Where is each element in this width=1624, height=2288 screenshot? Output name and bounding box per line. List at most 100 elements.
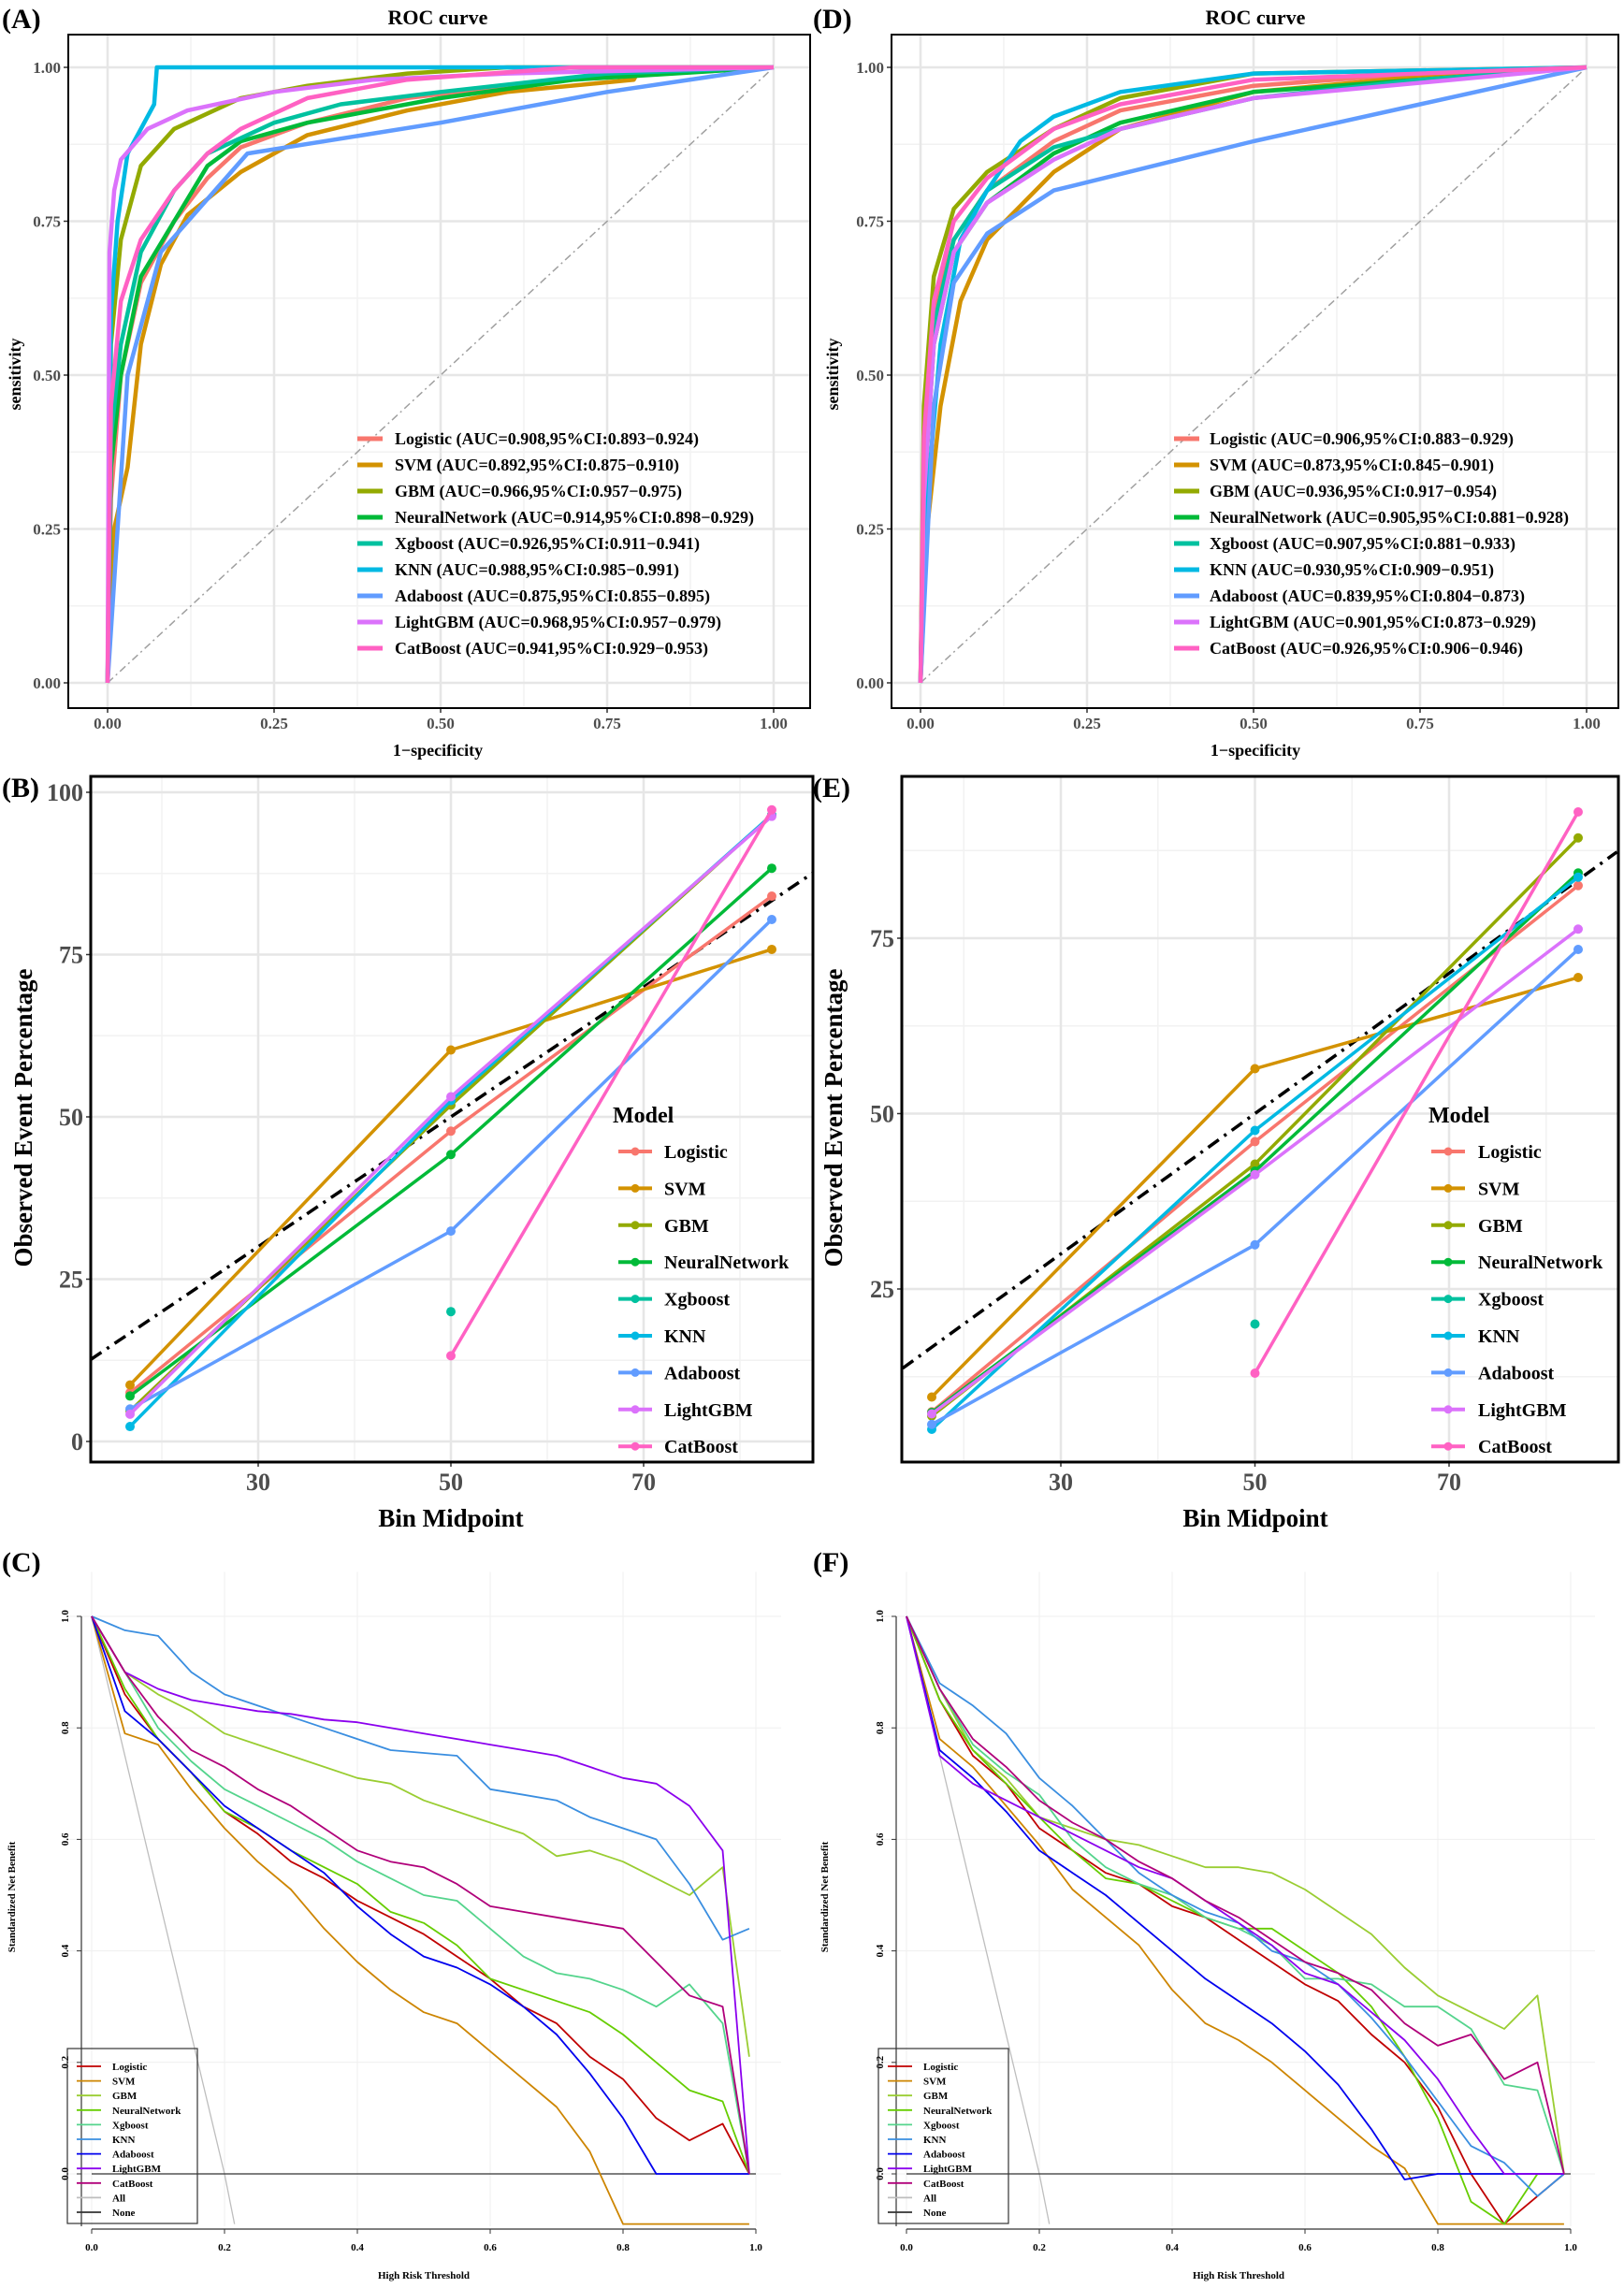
panel-label: (D): [813, 4, 852, 35]
calibration-point-lightgbm: [446, 1092, 456, 1102]
x-tick-label: 50: [439, 1469, 463, 1496]
roc-curve-svm: [105, 65, 774, 684]
net-benefit-curve-logistic: [906, 1615, 1565, 2225]
calibration-point-lightgbm: [1250, 1169, 1260, 1180]
x-tick-label: 50: [1243, 1469, 1268, 1496]
series-layer: [91, 1615, 756, 2225]
net-benefit-curve-knn: [906, 1615, 1565, 2197]
legend-key-point: [631, 1368, 640, 1377]
legend-key-point: [631, 1405, 640, 1414]
calibration-point-gbm: [1250, 1159, 1260, 1169]
legend-key-point: [1443, 1331, 1453, 1340]
legend-label: Xgboost: [112, 2120, 149, 2131]
x-tick-label: 70: [631, 1469, 656, 1496]
legend-label: Xgboost: [923, 2120, 960, 2131]
y-axis-label: Observed Event Percentage: [9, 969, 37, 1267]
x-tick-label: 0.8: [616, 2242, 630, 2253]
y-tick-label: 75: [870, 925, 894, 952]
panel-label: (A): [2, 4, 41, 35]
calibration-point-neuralnetwork: [446, 1150, 456, 1160]
legend-label: SVM: [112, 2077, 136, 2088]
chart-title: ROC curve: [1206, 6, 1306, 29]
legend-label: NeuralNetwork: [1478, 1253, 1603, 1273]
legend-label: Logistic: [112, 2062, 147, 2073]
y-tick-label: 0.00: [856, 674, 884, 692]
legend-label: GBM (AUC=0.936,95%CI:0.917−0.954): [1210, 482, 1497, 501]
legend-label: Adaboost: [664, 1363, 740, 1383]
y-tick-label: 1.00: [33, 59, 61, 77]
net-benefit-curve-lightgbm: [906, 1615, 1564, 2175]
calibration-point-gbm: [1573, 833, 1583, 843]
calibration-point-svm: [1573, 973, 1583, 982]
legend-label: None: [923, 2208, 947, 2219]
y-tick-label: 1.00: [856, 59, 884, 77]
x-tick-label: 0.2: [218, 2242, 231, 2253]
calibration-point-logistic: [446, 1126, 456, 1137]
calibration-point-neuralnetwork: [766, 863, 776, 874]
x-tick-label: 0.25: [260, 715, 288, 732]
net-benefit-curve-xgboost: [906, 1615, 1565, 2175]
calibration-line-catboost: [449, 808, 774, 1357]
y-tick-label: 0.25: [33, 520, 61, 538]
legend-label: LightGBM: [1478, 1400, 1567, 1421]
roc-curve-gbm: [105, 65, 774, 684]
net-benefit-curve-xgboost: [91, 1615, 750, 2175]
x-tick-label: 0.4: [1166, 2242, 1179, 2253]
calibration-point-lightgbm: [1573, 924, 1583, 934]
calibration-point-svm: [766, 944, 776, 954]
legend-label: LightGBM: [112, 2164, 162, 2175]
legend-key-point: [1443, 1295, 1453, 1304]
net-benefit-curve-adaboost: [91, 1615, 749, 2175]
legend-label: SVM (AUC=0.892,95%CI:0.875−0.910): [395, 456, 679, 475]
legend-key-point: [1443, 1405, 1453, 1414]
x-tick-label: 0.00: [94, 715, 122, 732]
legend-label: Adaboost: [1478, 1363, 1554, 1383]
legend-label: LightGBM: [664, 1400, 753, 1421]
legend-key-point: [1443, 1147, 1453, 1156]
net-benefit-curve-adaboost: [906, 1615, 1564, 2180]
y-tick-label: 25: [59, 1267, 83, 1294]
net-benefit-curve-knn: [91, 1615, 750, 1941]
legend-label: CatBoost (AUC=0.926,95%CI:0.906−0.946): [1210, 639, 1523, 659]
series-layer: [105, 65, 775, 684]
x-tick-label: 1.0: [1564, 2242, 1577, 2253]
calibration-point-catboost: [1573, 807, 1583, 817]
x-tick-label: 30: [1049, 1469, 1073, 1496]
x-tick-label: 0.50: [427, 715, 455, 732]
calibration-point-xgboost: [446, 1307, 456, 1317]
net-benefit-curve-gbm: [906, 1615, 1565, 2175]
y-axis-label: Observed Event Percentage: [819, 969, 848, 1267]
legend-key-point: [631, 1183, 640, 1193]
calibration-point-logistic: [1250, 1137, 1260, 1147]
calibration-point-adaboost: [1250, 1239, 1260, 1250]
x-tick-label: 1.0: [749, 2242, 762, 2253]
legend-label: CatBoost: [923, 2179, 964, 2190]
calibration-point-catboost: [766, 804, 776, 815]
net-benefit-curve-svm: [91, 1615, 749, 2225]
panel-c: (C) 0.0 0.0 0.2 0.2 0.4 0.4 0.6 0.6 0.8 0.8 1.0 1.0 L…: [2, 1547, 781, 2281]
calibration-point-knn: [1573, 872, 1583, 882]
calibration-point-adaboost: [446, 1226, 456, 1237]
calibration-point-neuralnetwork: [125, 1391, 136, 1401]
y-tick-label: 0.00: [33, 674, 61, 692]
legend-key-point: [631, 1147, 640, 1156]
y-tick-label: 0.4: [875, 1944, 886, 1957]
legend-key-point: [1443, 1183, 1453, 1193]
legend-label: Xgboost: [1478, 1290, 1544, 1311]
legend-title: Model: [613, 1104, 674, 1128]
x-tick-label: 0.00: [906, 715, 935, 732]
y-tick-label: 1.0: [60, 1610, 71, 1623]
roc-curve-neuralnetwork: [105, 65, 775, 684]
y-tick-label: 0.0: [60, 2167, 71, 2180]
calibration-point-catboost: [446, 1351, 456, 1361]
legend-label: SVM: [664, 1179, 706, 1199]
calibration-point-logistic: [766, 891, 776, 902]
series-layer: [902, 807, 1618, 1434]
legend-key-point: [631, 1257, 640, 1267]
x-tick-label: 0.4: [351, 2242, 364, 2253]
x-axis-label: 1−specificity: [393, 741, 483, 760]
legend-key-point: [631, 1221, 640, 1230]
x-tick-label: 0.75: [1406, 715, 1434, 732]
reference-line: [902, 850, 1618, 1370]
legend-label: NeuralNetwork (AUC=0.914,95%CI:0.898−0.9…: [395, 508, 754, 528]
